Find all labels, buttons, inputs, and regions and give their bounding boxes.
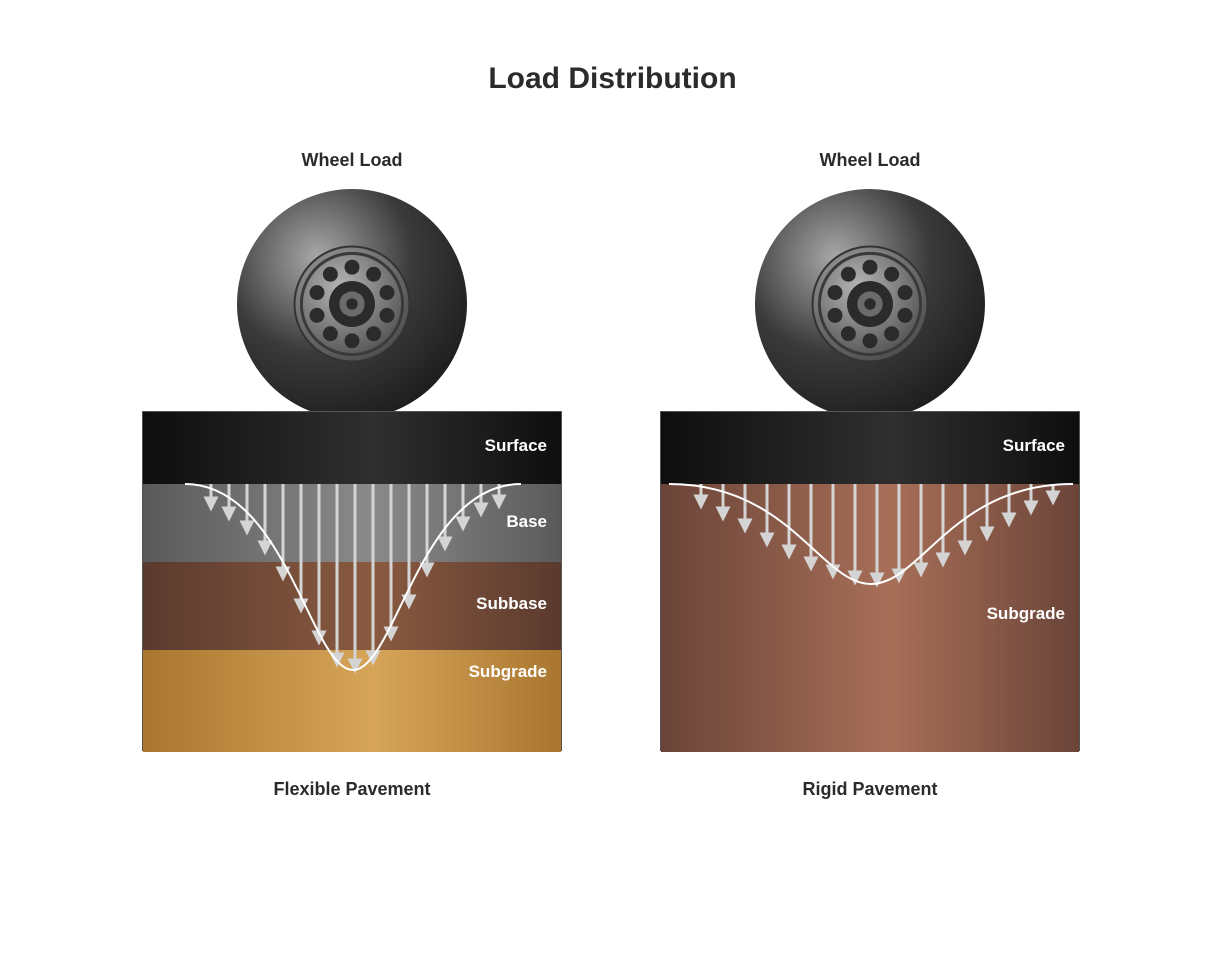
- layer-label: Surface: [485, 436, 547, 456]
- wheel-icon: [237, 189, 467, 419]
- layer-subgrade: Subgrade: [661, 484, 1079, 752]
- layer-subgrade: Subgrade: [143, 650, 561, 752]
- wheel-icon: [755, 189, 985, 419]
- layer-label: Subbase: [476, 594, 547, 614]
- layer-label: Subgrade: [469, 662, 547, 682]
- flexible-caption: Flexible Pavement: [142, 779, 562, 800]
- page-title: Load Distribution: [0, 62, 1225, 96]
- layer-label: Base: [506, 512, 547, 532]
- rigid-caption: Rigid Pavement: [660, 779, 1080, 800]
- layer-surface: Surface: [661, 412, 1079, 484]
- flexible-cross-section: Surface Base Subbase Subgrade: [142, 411, 562, 751]
- wheel-load-label-right: Wheel Load: [660, 150, 1080, 171]
- rigid-cross-section: Surface Subgrade: [660, 411, 1080, 751]
- layer-subbase: Subbase: [143, 562, 561, 650]
- flexible-panel: Wheel Load Surface Base Subbase Subgrade Fl…: [142, 150, 562, 800]
- layer-base: Base: [143, 484, 561, 562]
- layer-surface: Surface: [143, 412, 561, 484]
- rigid-panel: Wheel Load Surface Subgrade Rigid Pavemen…: [660, 150, 1080, 800]
- layer-label: Subgrade: [987, 604, 1065, 624]
- layer-label: Surface: [1003, 436, 1065, 456]
- wheel-load-label-left: Wheel Load: [142, 150, 562, 171]
